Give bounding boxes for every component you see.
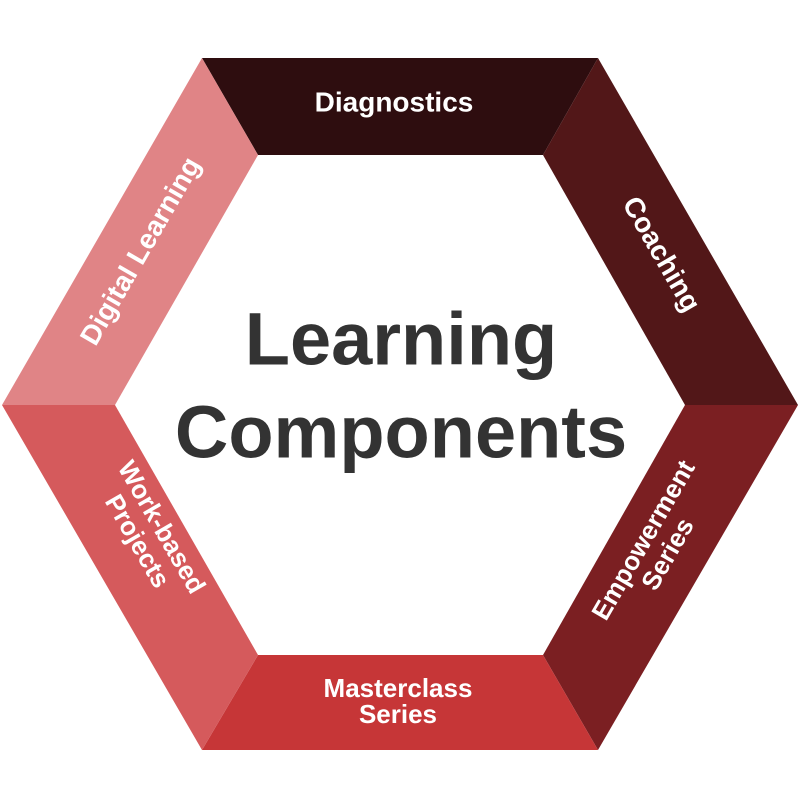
label-masterclass-series: Masterclass Series: [324, 673, 473, 729]
segment-work-based-projects: [2, 405, 258, 750]
segment-coaching: [543, 58, 798, 405]
segment-digital-learning: [2, 58, 258, 405]
segment-diagnostics: [202, 58, 598, 155]
label-masterclass-series-line2: Series: [359, 699, 437, 729]
center-title-line1: Learning: [245, 298, 557, 381]
center-title-line2: Components: [175, 391, 627, 474]
label-masterclass: Masterclass: [324, 673, 473, 703]
segment-empowerment-series: [543, 405, 798, 750]
segment-masterclass-series: [202, 655, 598, 750]
label-diagnostics: Diagnostics: [315, 86, 474, 117]
